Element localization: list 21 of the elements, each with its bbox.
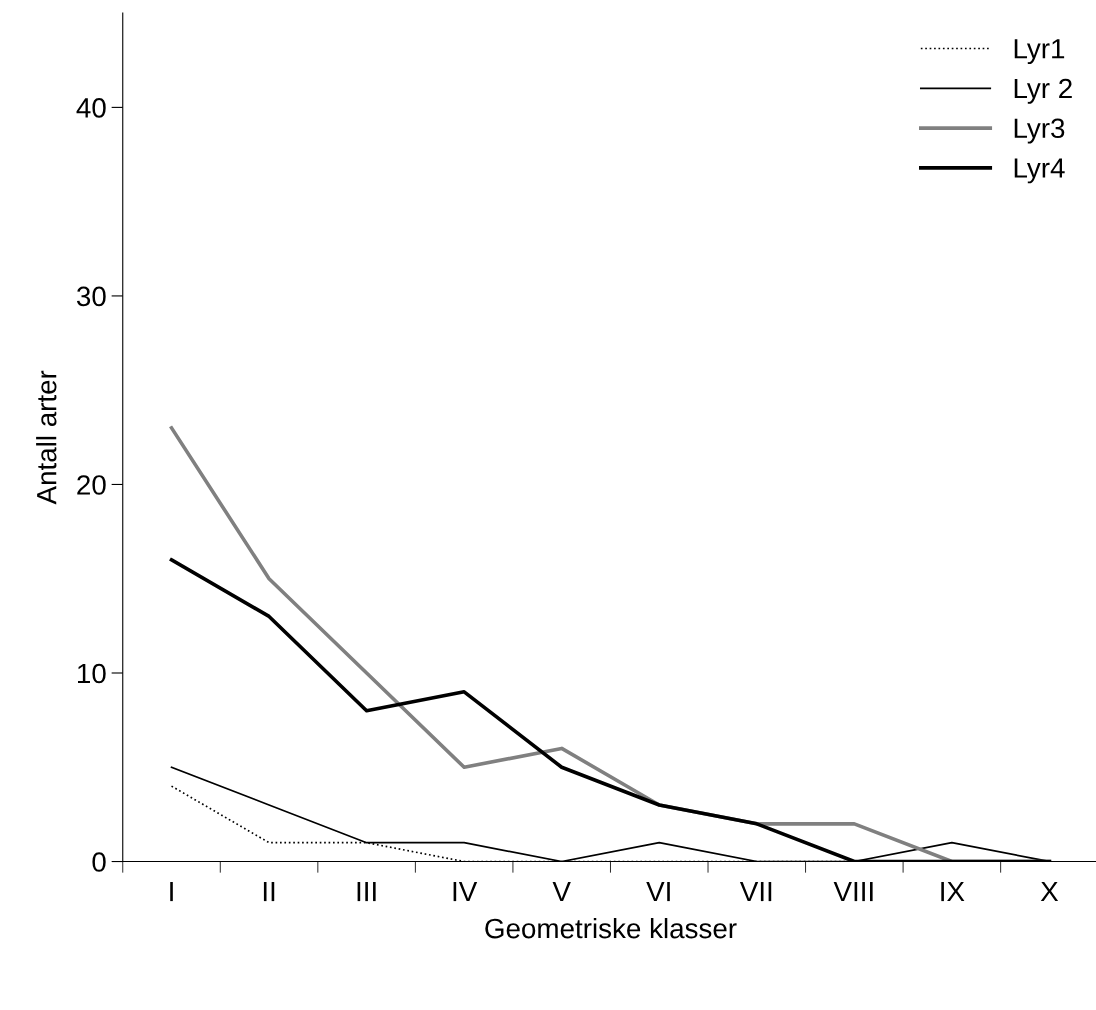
- legend-label: Lyr1: [1014, 39, 1065, 65]
- x-tick-label: IV: [453, 881, 478, 902]
- y-tick-label: 30: [76, 286, 106, 307]
- y-axis-title: Antall arter: [36, 370, 57, 505]
- x-tick-label: X: [1040, 881, 1059, 902]
- x-tick-label: III: [357, 881, 376, 902]
- x-tick-label: I: [170, 881, 173, 902]
- x-tick-label: IX: [941, 881, 965, 902]
- x-tick-label: VIII: [833, 881, 873, 902]
- y-tick-label: 0: [92, 852, 106, 872]
- y-tick-label: 10: [78, 663, 106, 684]
- x-tick-label: II: [263, 881, 275, 902]
- x-tick-label: VII: [739, 881, 772, 902]
- x-tick-label: VI: [646, 881, 670, 902]
- x-axis-title: Geometriske klasser: [485, 917, 737, 939]
- y-tick-label: 20: [77, 475, 106, 495]
- x-tick-label: V: [552, 881, 571, 902]
- legend-label: Lyr4: [1014, 158, 1065, 184]
- legend-label: Lyr 2: [1014, 78, 1072, 104]
- y-tick-label: 40: [76, 98, 106, 118]
- legend-label: Lyr3: [1014, 118, 1065, 144]
